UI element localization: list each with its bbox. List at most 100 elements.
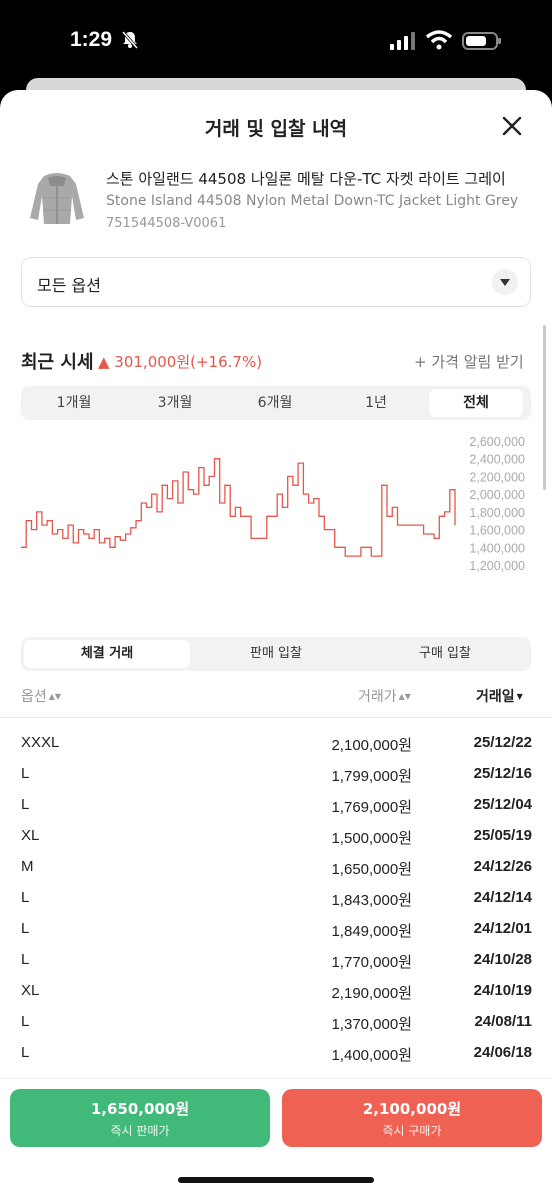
row-option: XL (21, 827, 40, 844)
table-row: XL 1,500,000원 25/05/19 (0, 823, 552, 854)
y-tick-label: 2,400,000 (469, 453, 525, 467)
table-row: XL 2,190,000원 24/10/19 (0, 978, 552, 1009)
status-time: 1:29 (70, 28, 113, 51)
tab-1-month[interactable]: 1개월 (56, 395, 92, 411)
row-price: 2,190,000원 (331, 985, 412, 1002)
home-indicator (178, 1177, 374, 1183)
y-tick-label: 2,000,000 (469, 488, 525, 502)
y-tick-label: 1,600,000 (469, 524, 525, 538)
tab-all[interactable]: 전체 (429, 389, 523, 417)
row-price: 1,770,000원 (331, 954, 412, 971)
product-name-ko: 스톤 아일랜드 44508 나일론 메탈 다운-TC 자켓 라이트 그레이 (106, 170, 506, 188)
header-date-label: 거래일 (476, 689, 515, 705)
option-dropdown-value: 모든 옵션 (37, 276, 101, 295)
header-option-label: 옵션 (21, 689, 47, 705)
row-date: 25/12/22 (473, 734, 532, 751)
header-option[interactable]: 옵션 ▲▼ (21, 686, 61, 706)
sheet-title: 거래 및 입찰 내역 (204, 118, 348, 140)
close-icon[interactable] (498, 112, 526, 140)
product-model-code: 751544508-V0061 (106, 216, 227, 231)
table-row: L 1,400,000원 24/06/18 (0, 1040, 552, 1071)
table-row: L 1,769,000원 25/12/04 (0, 792, 552, 823)
instant-sell-label: 즉시 판매가 (110, 1124, 170, 1138)
table-row: XXXL 2,100,000원 25/12/22 (0, 730, 552, 761)
battery-icon (462, 32, 501, 50)
row-price: 1,849,000원 (331, 923, 412, 940)
row-option: L (21, 765, 30, 782)
sort-desc-icon: ▼ (516, 692, 523, 701)
y-tick-label: 1,200,000 (469, 559, 525, 573)
row-date: 24/06/18 (473, 1044, 532, 1061)
table-header: 옵션 ▲▼ 거래가 ▲▼ 거래일 ▼ (0, 682, 552, 718)
table-row: L 1,849,000원 24/12/01 (0, 916, 552, 947)
row-date: 24/12/14 (473, 889, 532, 906)
row-price: 1,400,000원 (331, 1047, 412, 1064)
cellular-signal-icon (390, 32, 415, 50)
row-price: 1,799,000원 (331, 768, 412, 785)
row-date: 25/12/16 (473, 765, 532, 782)
instant-buy-price: 2,100,000원 (362, 1100, 462, 1118)
row-price: 1,843,000원 (331, 892, 412, 909)
tab-sell-bids[interactable]: 판매 입찰 (250, 646, 302, 661)
y-tick-label: 2,600,000 (469, 435, 525, 449)
row-option: XL (21, 982, 40, 999)
trade-table: XXXL 2,100,000원 25/12/22 L 1,799,000원 25/12/… (0, 730, 552, 1071)
y-tick-label: 1,800,000 (469, 506, 525, 520)
status-bar: 1:29 (0, 0, 552, 80)
table-row: M 1,650,000원 24/12/26 (0, 854, 552, 885)
row-date: 24/12/26 (473, 858, 532, 875)
header-date[interactable]: 거래일 ▼ (476, 686, 523, 706)
instant-sell-button[interactable]: 1,650,000원 즉시 판매가 (10, 1089, 270, 1147)
scrollbar[interactable] (543, 325, 546, 490)
row-option: L (21, 796, 30, 813)
table-row: L 1,770,000원 24/10/28 (0, 947, 552, 978)
recent-price-title: 최근 시세 (21, 352, 94, 373)
row-date: 24/12/01 (473, 920, 532, 937)
row-price: 1,650,000원 (331, 861, 412, 878)
row-option: L (21, 1044, 30, 1061)
table-row: L 1,843,000원 24/12/14 (0, 885, 552, 916)
instant-buy-label: 즉시 구매가 (382, 1124, 442, 1138)
wifi-icon (426, 30, 452, 50)
row-option: XXXL (21, 734, 60, 751)
table-row: L 1,370,000원 24/08/11 (0, 1009, 552, 1040)
row-date: 25/12/04 (473, 796, 532, 813)
row-date: 24/08/11 (474, 1013, 532, 1030)
tab-3-months[interactable]: 3개월 (157, 395, 193, 411)
row-price: 1,370,000원 (331, 1016, 412, 1033)
product-thumbnail (22, 166, 92, 236)
tab-completed-trades[interactable]: 체결 거래 (24, 640, 190, 668)
row-option: L (21, 951, 30, 968)
sort-icon: ▲▼ (398, 692, 411, 701)
row-option: L (21, 889, 30, 906)
product-summary[interactable]: 스톤 아일랜드 44508 나일론 메탈 다운-TC 자켓 라이트 그레이 St… (0, 160, 552, 240)
period-tabs: 1개월 3개월 6개월 1년 전체 (21, 386, 531, 420)
tab-1-year[interactable]: 1년 (365, 395, 387, 411)
tab-6-months[interactable]: 6개월 (257, 395, 293, 411)
price-change-indicator: ▲ 301,000원(+16.7%) (98, 353, 263, 371)
row-option: M (21, 858, 34, 875)
table-row: L 1,799,000원 25/12/16 (0, 761, 552, 792)
bell-muted-icon (121, 31, 139, 49)
row-option: L (21, 1013, 30, 1030)
bottom-action-bar: 1,650,000원 즉시 판매가 2,100,000원 즉시 구매가 (0, 1078, 552, 1200)
row-price: 2,100,000원 (331, 737, 412, 754)
sort-icon: ▲▼ (48, 692, 62, 701)
tab-buy-bids[interactable]: 구매 입찰 (419, 646, 471, 661)
row-date: 24/10/28 (473, 951, 532, 968)
row-date: 25/05/19 (473, 827, 532, 844)
header-price-label: 거래가 (358, 689, 397, 705)
trade-type-tabs: 체결 거래 판매 입찰 구매 입찰 (21, 637, 531, 671)
instant-sell-price: 1,650,000원 (90, 1100, 190, 1118)
header-price[interactable]: 거래가 ▲▼ (358, 686, 411, 706)
instant-buy-button[interactable]: 2,100,000원 즉시 구매가 (282, 1089, 542, 1147)
row-option: L (21, 920, 30, 937)
dropdown-caret-icon (492, 269, 518, 295)
row-price: 1,500,000원 (331, 830, 412, 847)
row-price: 1,769,000원 (331, 799, 412, 816)
price-series-line (21, 458, 456, 557)
y-tick-label: 1,400,000 (469, 541, 525, 555)
option-dropdown[interactable]: 모든 옵션 (21, 257, 531, 307)
price-alert-link[interactable]: + 가격 알림 받기 (414, 353, 524, 371)
price-history-chart: 2,600,000 2,400,000 2,200,000 2,000,000 1,80… (21, 435, 525, 573)
